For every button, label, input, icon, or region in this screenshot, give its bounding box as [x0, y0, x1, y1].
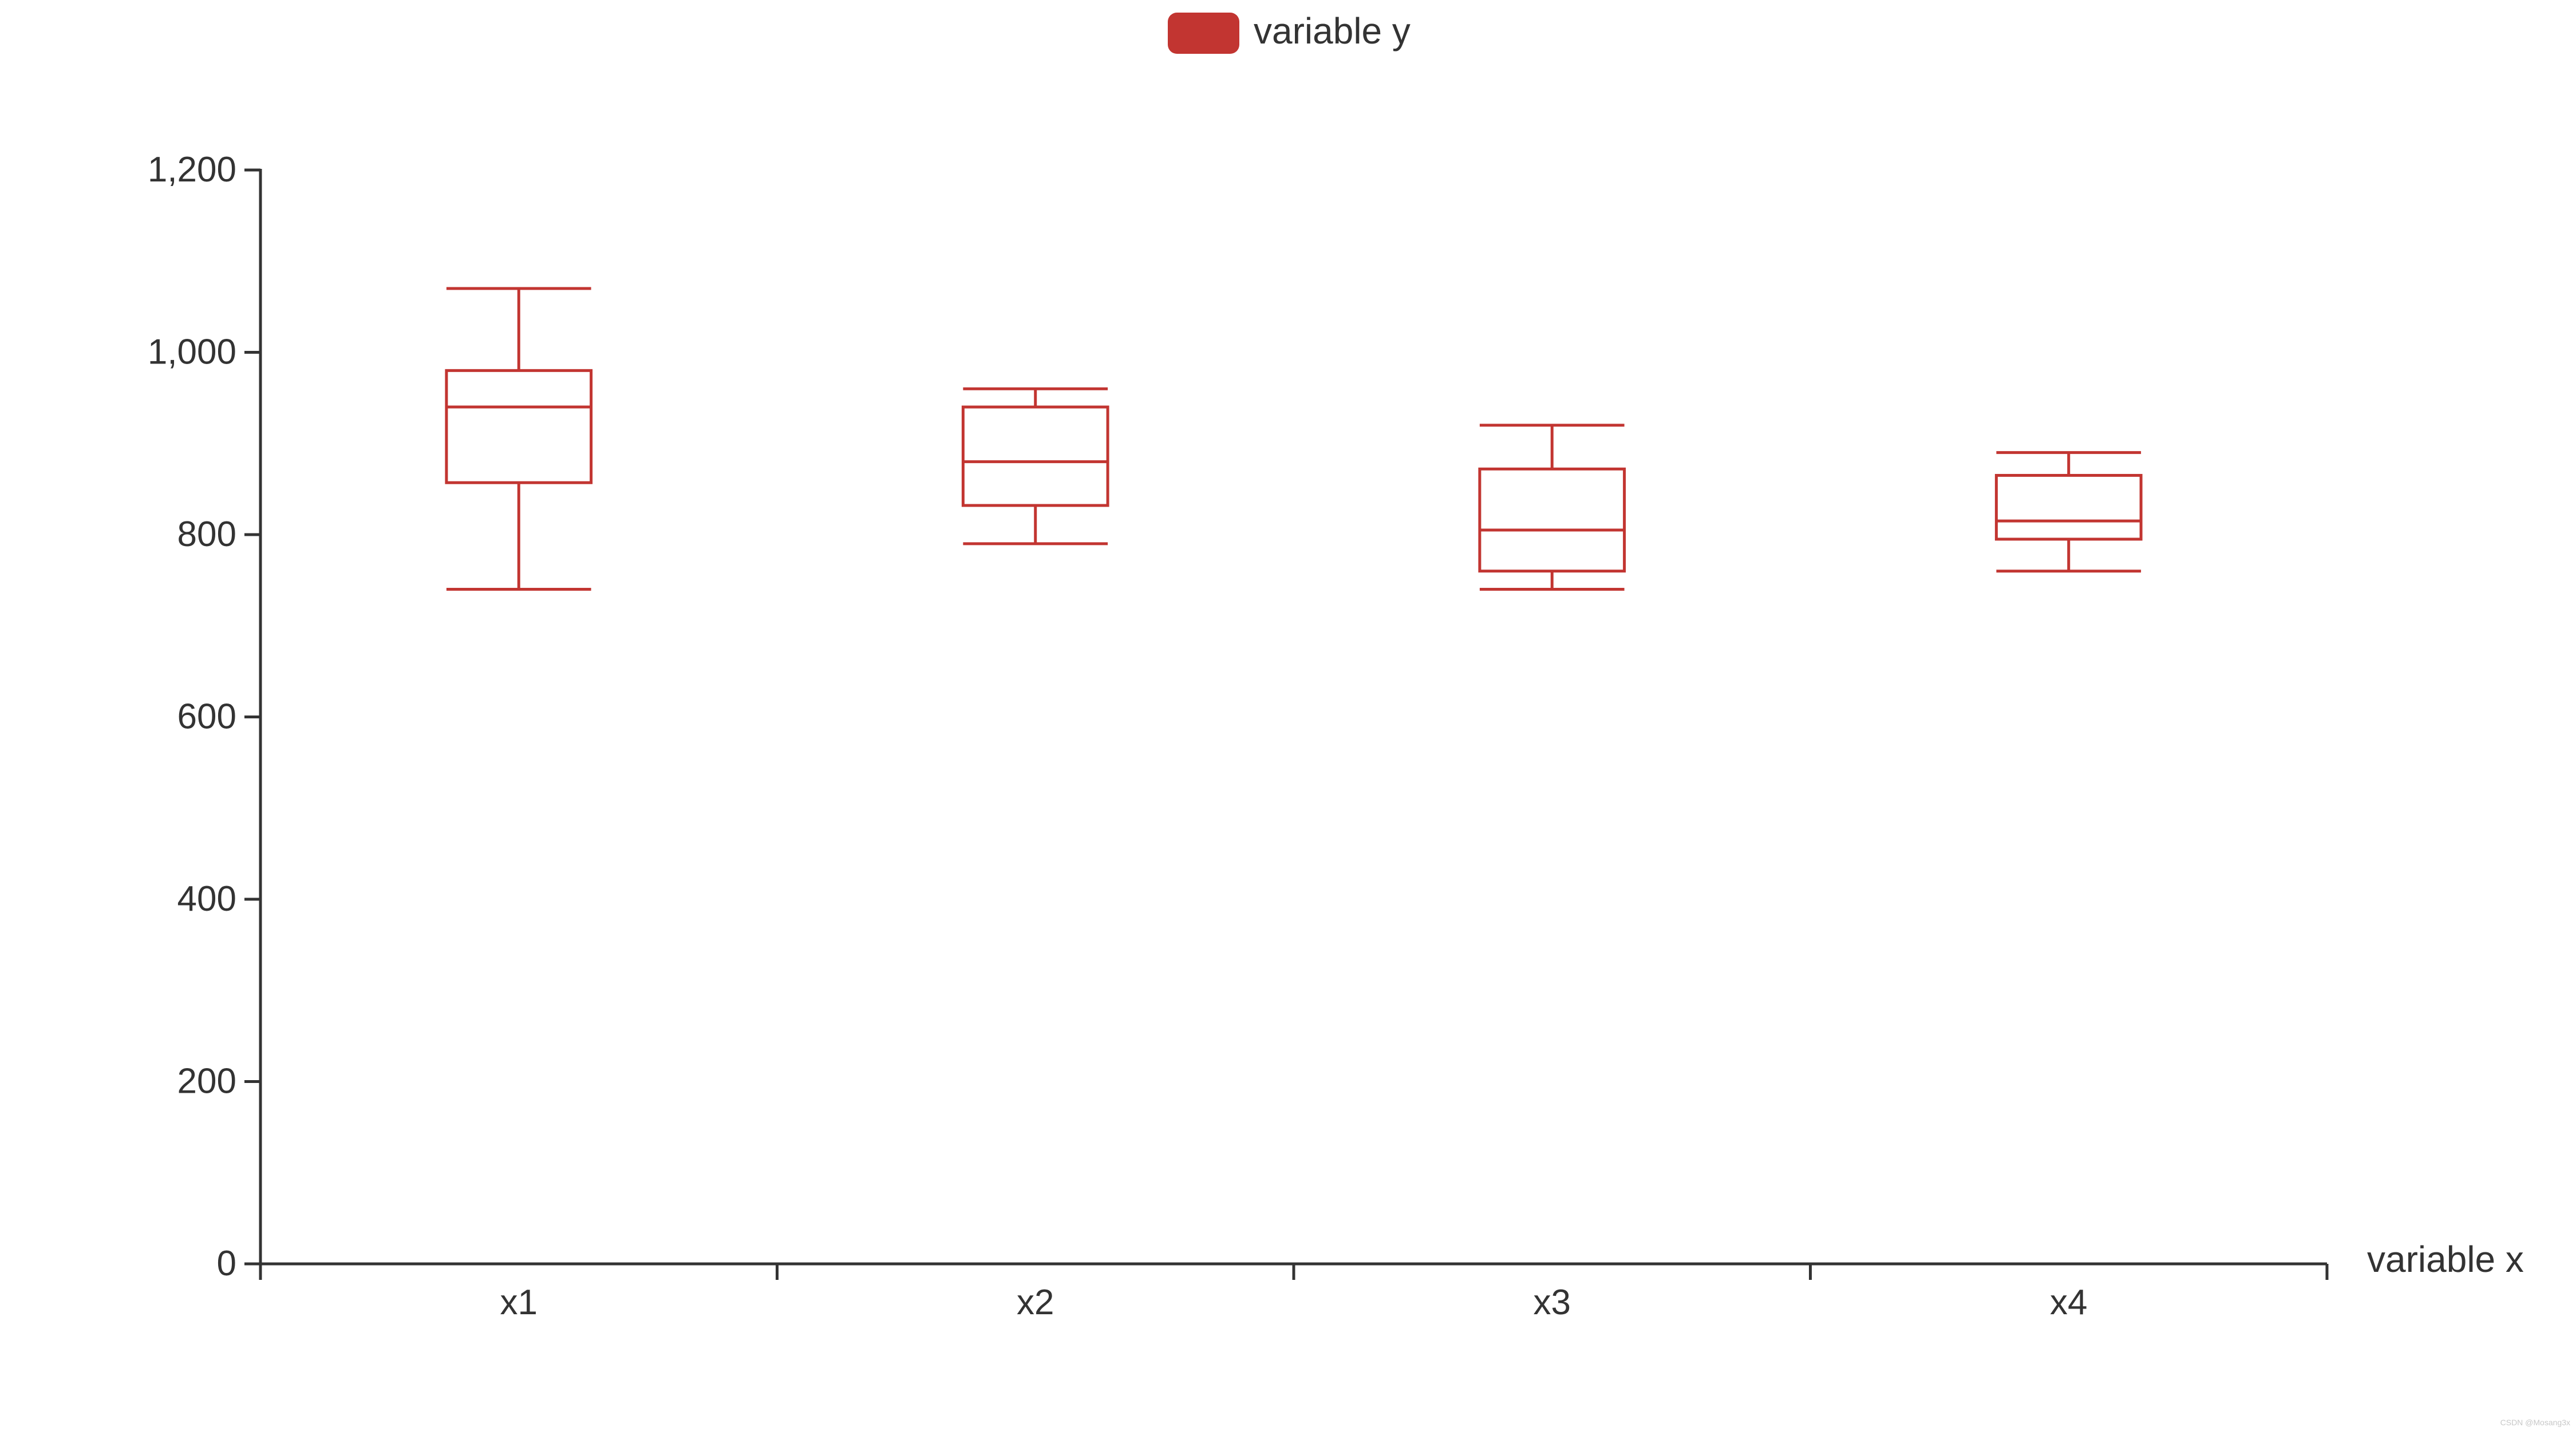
box-x4[interactable] [1994, 451, 2143, 573]
y-tick-label: 600 [177, 697, 236, 737]
x-tick-label: x4 [2050, 1283, 2087, 1322]
box-x2[interactable] [961, 387, 1109, 545]
box-series[interactable] [445, 287, 2143, 591]
x-tick-label: x3 [1534, 1283, 1571, 1322]
box-x1[interactable] [445, 287, 593, 591]
x-axis-title: variable x [2367, 1239, 2524, 1280]
y-tick-label: 1,000 [148, 333, 236, 372]
box-iqr [445, 369, 593, 484]
x-tick-label: x1 [500, 1283, 538, 1322]
box-iqr [961, 405, 1109, 507]
legend[interactable]: variable y [1168, 10, 1411, 54]
y-tick-label: 0 [217, 1244, 236, 1283]
box-iqr [1478, 467, 1626, 573]
y-tick-label: 200 [177, 1062, 236, 1101]
y-tick-label: 400 [177, 879, 236, 919]
y-tick-label: 800 [177, 515, 236, 554]
x-axis: x1 x2 x3 x4 [259, 1262, 2329, 1322]
legend-swatch[interactable] [1168, 13, 1239, 54]
box-iqr [1994, 473, 2143, 541]
box-x3[interactable] [1478, 424, 1626, 591]
x-tick-label: x2 [1017, 1283, 1054, 1322]
y-axis: 0 200 400 600 800 1,000 1,200 [148, 150, 262, 1283]
y-tick-label: 1,200 [148, 150, 236, 189]
legend-label[interactable]: variable y [1254, 10, 1411, 52]
watermark-text: CSDN @Mosang3x [2500, 1418, 2570, 1427]
